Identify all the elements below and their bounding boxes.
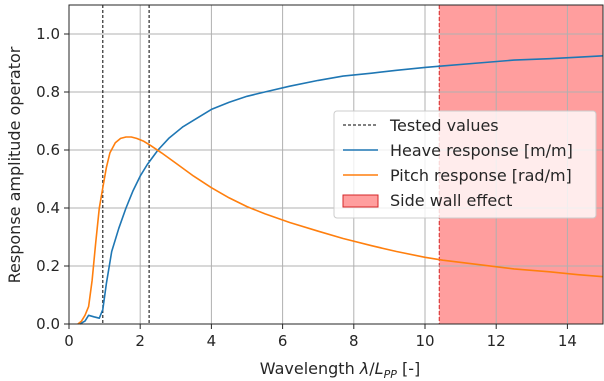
y-tick-label-1: 0.2 bbox=[36, 257, 60, 275]
series-line-0 bbox=[79, 55, 604, 325]
legend: Tested values Heave response [m/m] Pitch… bbox=[333, 110, 597, 219]
y-tick-label-2: 0.4 bbox=[36, 199, 60, 217]
legend-heave-label: Heave response [m/m] bbox=[390, 141, 573, 160]
x-tick-label-5: 10 bbox=[415, 332, 434, 350]
legend-box bbox=[333, 110, 597, 219]
legend-side-wall-marker bbox=[342, 194, 379, 208]
y-tick-label-3: 0.6 bbox=[36, 141, 60, 159]
series-lines bbox=[77, 55, 604, 325]
y-axis-ticks: 0.0 0.2 0.4 0.6 0.8 1.0 bbox=[36, 25, 69, 333]
x-tick-label-4: 8 bbox=[349, 332, 359, 350]
x-axis-label-l: L bbox=[375, 359, 384, 378]
legend-side-wall-label: Side wall effect bbox=[390, 191, 512, 210]
x-axis-label-subscript: PP bbox=[384, 368, 398, 381]
x-axis-label-unit: [-] bbox=[397, 359, 420, 378]
x-tick-label-2: 4 bbox=[207, 332, 217, 350]
x-axis-label-lambda: λ bbox=[359, 359, 369, 378]
y-tick-label-4: 0.8 bbox=[36, 83, 60, 101]
y-tick-label-5: 1.0 bbox=[36, 25, 60, 43]
series-line-1 bbox=[77, 136, 604, 325]
tested-value-lines bbox=[102, 5, 150, 324]
plot-frame bbox=[68, 4, 604, 325]
x-tick-label-0: 0 bbox=[64, 332, 74, 350]
legend-pitch-label: Pitch response [rad/m] bbox=[390, 166, 572, 185]
x-axis-label-main: Wavelength bbox=[260, 359, 360, 378]
legend-tested-label: Tested values bbox=[389, 116, 499, 135]
y-axis-label: Response amplitude operator bbox=[5, 46, 24, 283]
x-tick-label-6: 12 bbox=[487, 332, 506, 350]
y-tick-label-0: 0.0 bbox=[36, 315, 60, 333]
x-tick-label-3: 6 bbox=[278, 332, 288, 350]
x-tick-label-1: 2 bbox=[135, 332, 145, 350]
x-axis-label: Wavelength λ/LPP [-] bbox=[260, 359, 420, 381]
x-axis-ticks: 0 2 4 6 8 10 12 14 bbox=[64, 324, 577, 350]
x-axis-label-slash: / bbox=[369, 359, 375, 378]
x-tick-label-7: 14 bbox=[558, 332, 577, 350]
